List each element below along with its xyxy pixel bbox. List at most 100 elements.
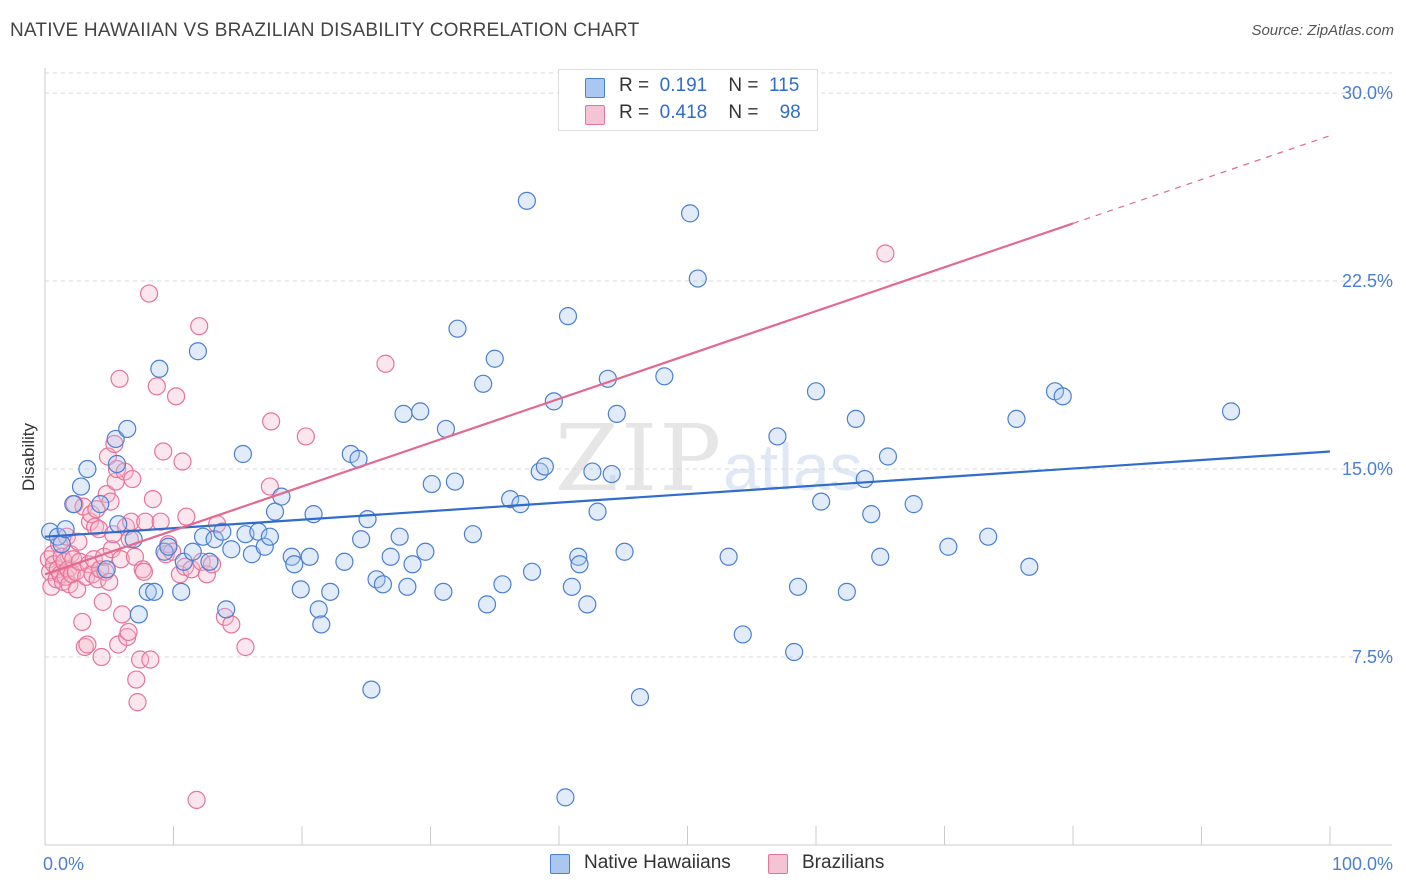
data-point [362, 680, 381, 699]
data-point [285, 555, 304, 574]
data-point [187, 790, 206, 809]
data-point [177, 507, 196, 526]
data-point [123, 469, 142, 489]
data-point [107, 454, 127, 474]
data-point [215, 607, 234, 627]
data-point [217, 600, 236, 619]
source-label: Source: ZipAtlas.com [1251, 22, 1394, 39]
data-point [373, 575, 393, 594]
data-point [733, 625, 752, 644]
data-point [296, 427, 315, 446]
data-point [812, 492, 831, 511]
legend-n-value: 115 [769, 75, 800, 96]
x-tick-marks [44, 826, 1331, 845]
data-point [530, 462, 549, 481]
data-point [145, 582, 164, 601]
data-point [106, 429, 125, 449]
data-point [300, 547, 319, 566]
data-point [138, 582, 157, 601]
data-point [411, 402, 430, 421]
data-point [255, 537, 274, 556]
trend-line-native-hawaiians [44, 450, 1331, 538]
data-point [64, 495, 83, 514]
grid-lines [45, 72, 1392, 658]
legend-r-value: 0.191 [659, 75, 708, 96]
legend-swatch-pink [585, 105, 605, 125]
bottom-legend-swatch-blue [550, 854, 570, 874]
data-point [134, 562, 154, 581]
data-point [236, 637, 255, 657]
data-point [222, 540, 241, 559]
data-point [871, 547, 890, 566]
data-point [837, 582, 856, 601]
data-point [352, 530, 371, 549]
y-tick-labels: 7.5% 15.0% 22.5% 30.0% [1342, 83, 1393, 667]
y-tick-label: 7.5% [1352, 647, 1393, 667]
data-point [78, 635, 97, 654]
data-point [806, 382, 826, 401]
data-point [91, 495, 110, 514]
data-point [147, 377, 166, 396]
data-point [602, 464, 621, 484]
data-point [92, 647, 111, 667]
data-point [335, 552, 354, 571]
y-tick-label: 30.0% [1342, 83, 1393, 103]
axes [44, 68, 1392, 846]
data-point [174, 552, 193, 571]
bottom-legend-label-brazilians: Brazilians [802, 852, 885, 873]
data-point [119, 622, 138, 642]
data-point [75, 637, 94, 657]
data-point [979, 527, 998, 546]
data-point [448, 319, 467, 338]
data-point [151, 512, 170, 531]
data-point [434, 582, 453, 601]
bottom-legend-label-native-hawaiians: Native Hawaiians [584, 852, 731, 873]
data-point [68, 580, 87, 599]
data-point [166, 387, 186, 406]
data-point [398, 577, 417, 596]
brazilians-points [39, 244, 895, 809]
data-point [719, 547, 738, 566]
data-point [130, 650, 150, 669]
trend-line-brazilians-extrapolated [1072, 135, 1331, 224]
data-point [115, 462, 134, 481]
data-point [463, 525, 483, 544]
data-point [376, 354, 395, 373]
data-point [188, 342, 208, 361]
data-point [118, 419, 137, 439]
data-point [173, 452, 192, 471]
legend-n-value: 98 [779, 102, 801, 123]
y-tick-label: 15.0% [1342, 459, 1393, 479]
y-tick-label: 22.5% [1342, 271, 1393, 291]
watermark-atlas: atlas [723, 430, 863, 504]
data-point [445, 472, 465, 491]
data-point [485, 349, 504, 368]
data-point [128, 693, 147, 712]
data-point [150, 359, 169, 378]
data-point [159, 537, 178, 556]
data-point [202, 555, 222, 574]
data-point [390, 527, 409, 546]
data-point [474, 374, 493, 393]
data-point [71, 477, 91, 496]
data-point [878, 447, 898, 466]
data-point [416, 542, 435, 561]
data-point [1053, 387, 1072, 406]
data-point [517, 191, 536, 210]
data-point [110, 369, 129, 388]
data-point [768, 427, 787, 446]
data-point [183, 542, 202, 561]
data-point [172, 582, 191, 601]
data-point [143, 490, 163, 509]
data-point [501, 490, 520, 509]
data-point [655, 367, 674, 386]
chart-title: NATIVE HAWAIIAN VS BRAZILIAN DISABILITY … [10, 20, 640, 41]
legend-n-label: N = [728, 75, 759, 96]
legend-n-label: N = [728, 102, 759, 123]
data-point [493, 575, 512, 594]
data-point [422, 474, 441, 494]
data-point [403, 555, 422, 574]
data-point [558, 307, 578, 326]
data-point [615, 542, 634, 561]
data-point [213, 522, 232, 541]
